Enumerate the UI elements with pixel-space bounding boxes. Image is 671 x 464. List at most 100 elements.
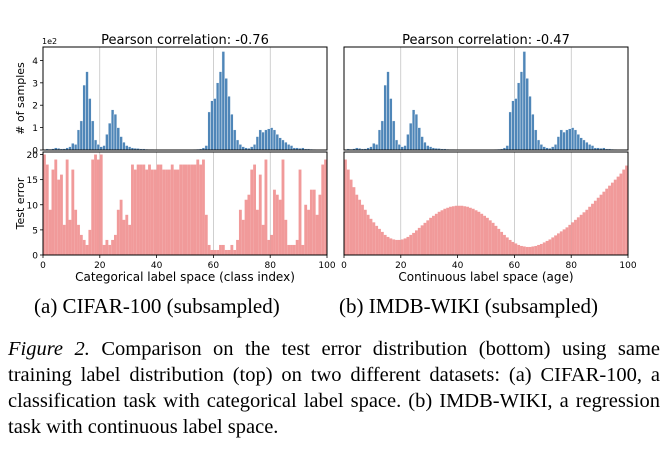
panel-a-top-bar	[105, 134, 109, 151]
panel-a-bottom-ytick-label: 20	[27, 151, 39, 161]
panel-b-top-bar	[588, 144, 592, 151]
panel-b-bottom-bar	[423, 222, 427, 255]
panel-b-top-bar	[517, 82, 521, 151]
panel-a-top-bar	[76, 129, 81, 151]
panel-b-top-bar	[394, 139, 399, 151]
panel-b-bottom-bar	[432, 215, 435, 255]
panel-a-bottom-bar	[48, 209, 52, 255]
panel-a-top-bar	[221, 51, 225, 151]
panel-b-top-bar	[556, 136, 561, 151]
panel-b-top-bar	[505, 145, 509, 151]
panel-a-top-bar	[284, 141, 288, 151]
panel-b-top-bar	[542, 146, 546, 151]
panel-b-bottom-bar	[520, 245, 523, 255]
panel-b-bottom-bar	[545, 240, 549, 255]
panel-b-bottom-bar	[375, 225, 379, 255]
panel-a-bottom-bar	[221, 244, 225, 255]
panel-a-bottom-bar	[304, 204, 308, 255]
panel-a-top-bar	[218, 71, 223, 151]
panel-b-top-bar	[375, 144, 379, 151]
panel-b-bottom-bar	[571, 222, 575, 255]
panel-a-bottom-bar	[204, 214, 208, 255]
panel-b-top-bar	[411, 109, 416, 151]
panel-a-bottom-bar	[85, 244, 89, 255]
panel-a-bottom-bar	[173, 169, 177, 255]
panel-a-top-bar	[102, 145, 106, 151]
panel-a-top-bar	[85, 71, 89, 151]
figure-caption-label: Figure 2.	[8, 338, 90, 360]
panel-a-bottom-bar	[116, 209, 120, 255]
panel-b-bottom-bar	[602, 191, 606, 255]
panel-b-bottom-bar	[500, 231, 504, 255]
panel-b-top-bar	[372, 143, 376, 151]
panel-a-bottom-bar	[170, 164, 174, 255]
panel-a-bottom-bar	[216, 249, 220, 255]
panel-b-top-bar	[519, 71, 524, 151]
panel-b-bottom-bar	[358, 199, 362, 255]
panel-b-bottom-bar	[366, 214, 370, 255]
panel-a-bottom-bar	[233, 249, 237, 255]
panel-b-bottom-bar	[429, 217, 433, 255]
panel-a-bottom-bar	[45, 164, 49, 255]
panel-a-bottom-bar	[261, 224, 265, 255]
panel-a-top-bar	[224, 78, 228, 151]
panel-a-bottom-bar	[136, 164, 140, 255]
panel-b-bottom-bar	[386, 236, 390, 255]
panel-a-top-bar	[255, 136, 260, 151]
panel-a-bottom-xtick-label: 40	[151, 261, 163, 271]
panel-a-bottom-bar	[111, 239, 114, 255]
panel-b-bottom-bar	[551, 237, 555, 255]
panel-a-bottom-bar	[290, 244, 293, 255]
panel-b-bottom-bar	[446, 207, 450, 255]
panel-b-bottom-bar	[466, 206, 469, 255]
panel-b-top-bar	[392, 120, 396, 151]
panel-b-bottom-bar	[415, 230, 418, 255]
panel-b-bottom-bar	[491, 222, 495, 255]
panel-a-top-bar	[82, 84, 86, 151]
panel-b-top-bar	[579, 137, 583, 151]
panel-b-bottom-bar	[616, 176, 620, 255]
panel-a-bottom-bar	[275, 194, 279, 255]
panel-b-top-bar	[514, 98, 518, 151]
panel-b-bottom-bar	[503, 234, 506, 255]
panel-a-bottom-bar	[114, 234, 117, 255]
panel-a-top-ytick-label: 4	[32, 57, 38, 67]
panel-b-bottom-xtick-label: 20	[395, 261, 407, 271]
panel-b-top-bar	[582, 139, 586, 151]
panel-a-bottom-bar	[142, 164, 146, 255]
panel-a-bottom-xtick-label: 80	[264, 261, 276, 271]
panel-a-bottom-bar	[91, 159, 95, 255]
panel-a-bottom-bar	[88, 229, 92, 255]
panel-b-top-bar	[429, 146, 433, 151]
panel-b-top-bar	[369, 146, 373, 151]
panel-b-bottom-bar	[474, 210, 478, 255]
panel-a-top-bar	[79, 120, 83, 151]
panel-b-top-bar	[508, 111, 512, 151]
panel-a-bottom-bar	[185, 164, 188, 255]
panel-a-bottom-bar	[54, 159, 58, 255]
panel-b-bottom-bar	[554, 235, 557, 255]
panel-a-top-bar	[261, 131, 265, 151]
panel-b-bottom-bar	[511, 241, 515, 255]
panel-a-bottom-bar	[301, 244, 305, 255]
panel-b-bottom-bar	[565, 227, 569, 255]
panel-b-bottom-bar	[537, 244, 540, 255]
panel-a-bottom-bar	[321, 164, 325, 255]
panel-a-bottom-bar	[207, 244, 211, 255]
panel-a-top-bar	[252, 144, 257, 151]
panel-b-top-bar	[380, 120, 384, 151]
panel-b-bottom-bar	[477, 211, 481, 255]
panel-a-bottom-bar	[79, 234, 83, 255]
panel-b-bottom-bar	[412, 232, 415, 255]
panel-a-bottom-bar	[156, 164, 160, 255]
panel-a-title: Pearson correlation: -0.76	[101, 33, 269, 48]
panel-a-bottom-bar	[250, 169, 254, 255]
panel-b-top-bar	[571, 127, 575, 151]
panel-a-bottom-bar	[133, 169, 137, 255]
panel-b-bottom-bar	[494, 225, 498, 255]
panel-b-bottom-bar	[505, 237, 509, 255]
panel-b-top-bar	[389, 98, 393, 151]
panel-a-bottom-bar	[292, 244, 296, 255]
panel-a-top-bar	[127, 146, 132, 151]
panel-a-bottom-bar	[187, 164, 191, 255]
